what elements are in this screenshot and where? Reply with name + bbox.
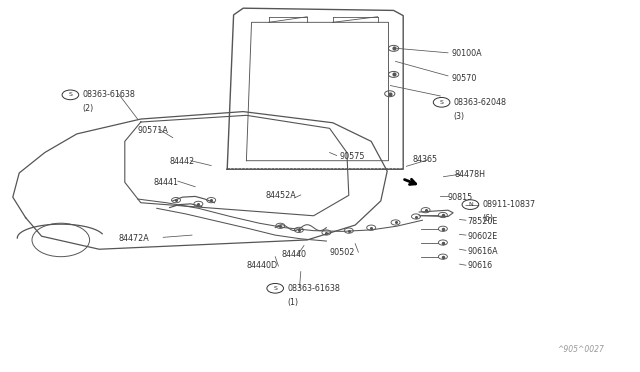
Text: 84472A: 84472A: [118, 234, 149, 243]
Text: 84440D: 84440D: [246, 262, 278, 270]
Text: 90575: 90575: [339, 152, 365, 161]
Text: 78520E: 78520E: [467, 217, 497, 226]
Text: (3): (3): [454, 112, 465, 121]
Text: 84452A: 84452A: [266, 191, 296, 200]
Text: ^905^0027: ^905^0027: [557, 345, 604, 354]
Text: S: S: [68, 92, 72, 97]
Text: (2): (2): [83, 104, 94, 113]
Text: 90815: 90815: [448, 193, 473, 202]
Text: 90616A: 90616A: [467, 247, 498, 256]
Text: (6): (6): [483, 214, 493, 223]
Text: S: S: [440, 100, 444, 105]
Text: N: N: [468, 202, 473, 207]
Text: (1): (1): [287, 298, 298, 307]
Text: 84441: 84441: [154, 178, 179, 187]
Text: 08363-61638: 08363-61638: [83, 90, 136, 99]
Text: 90602E: 90602E: [467, 232, 497, 241]
Text: 90570: 90570: [451, 74, 477, 83]
Text: S: S: [273, 286, 277, 291]
Text: 08363-62048: 08363-62048: [454, 98, 507, 107]
Text: 08363-61638: 08363-61638: [287, 284, 340, 293]
Text: 90616: 90616: [467, 262, 492, 270]
Text: 08911-10837: 08911-10837: [483, 200, 536, 209]
Text: 90100A: 90100A: [451, 49, 482, 58]
Text: 84478H: 84478H: [454, 170, 485, 179]
Text: 84440: 84440: [282, 250, 307, 259]
Text: 90571A: 90571A: [138, 126, 168, 135]
Text: 90502: 90502: [330, 248, 355, 257]
Text: 84442: 84442: [170, 157, 195, 166]
Text: 84365: 84365: [413, 155, 438, 164]
